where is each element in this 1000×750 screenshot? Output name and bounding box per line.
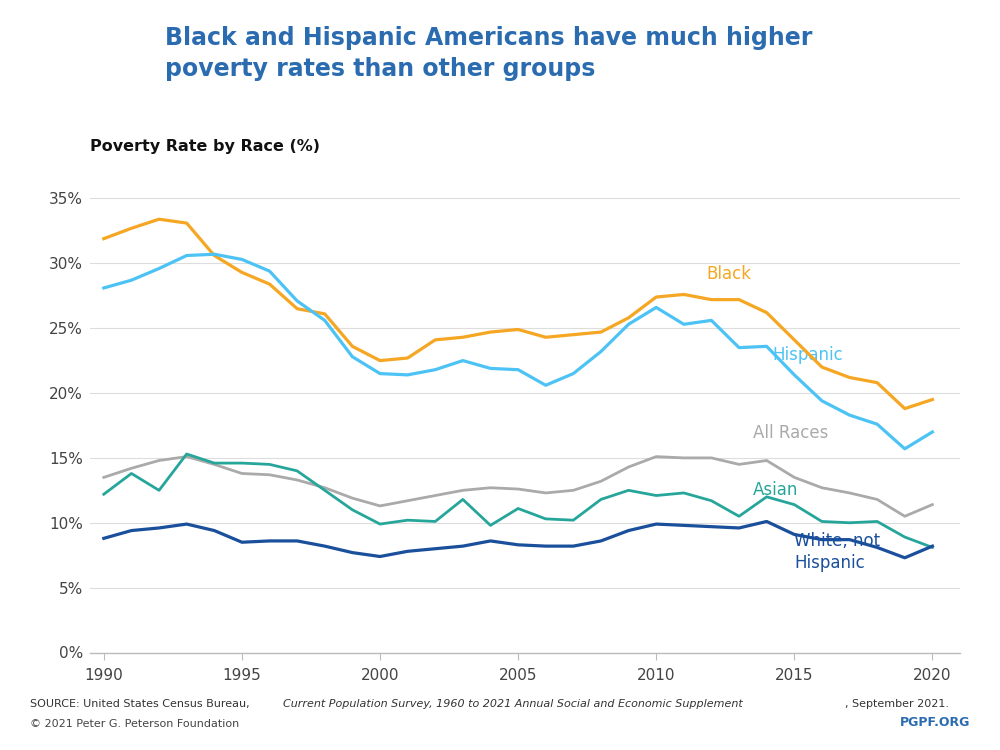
Text: PETER G.: PETER G.: [113, 38, 159, 48]
Text: Poverty Rate by Race (%): Poverty Rate by Race (%): [90, 139, 320, 154]
Text: Black: Black: [706, 265, 751, 283]
Text: White, not
Hispanic: White, not Hispanic: [794, 532, 880, 572]
Text: PETERSON: PETERSON: [113, 54, 167, 63]
Text: Asian: Asian: [753, 482, 798, 500]
Text: ≡: ≡: [58, 34, 83, 63]
Text: Black and Hispanic Americans have much higher
poverty rates than other groups: Black and Hispanic Americans have much h…: [165, 26, 812, 81]
Text: © 2021 Peter G. Peterson Foundation: © 2021 Peter G. Peterson Foundation: [30, 719, 239, 729]
Text: All Races: All Races: [753, 424, 828, 442]
Text: Current Population Survey, 1960 to 2021 Annual Social and Economic Supplement: Current Population Survey, 1960 to 2021 …: [283, 699, 743, 709]
Text: , September 2021.: , September 2021.: [845, 699, 949, 709]
Text: SOURCE: United States Census Bureau,: SOURCE: United States Census Bureau,: [30, 699, 253, 709]
Bar: [47, 67, 93, 72]
Text: PGPF.ORG: PGPF.ORG: [900, 716, 970, 729]
Text: FOUNDATION: FOUNDATION: [113, 69, 170, 78]
Text: Hispanic: Hispanic: [772, 346, 843, 364]
